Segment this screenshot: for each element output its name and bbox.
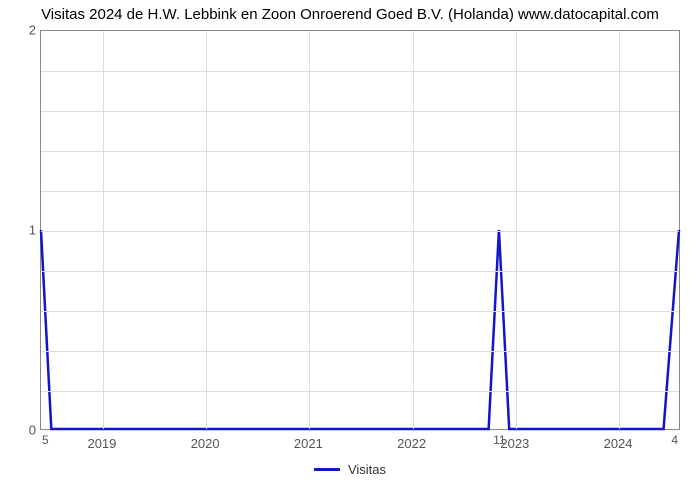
grid-line-v [309, 31, 310, 429]
grid-line-h-minor [41, 271, 679, 272]
grid-line-h-minor [41, 111, 679, 112]
chart-container: Visitas 2024 de H.W. Lebbink en Zoon Onr… [0, 0, 700, 500]
grid-line-v [206, 31, 207, 429]
grid-line-h-minor [41, 351, 679, 352]
grid-line-h-minor [41, 151, 679, 152]
plot-area [40, 30, 680, 430]
y-tick-label: 0 [29, 423, 36, 438]
grid-line-v [516, 31, 517, 429]
grid-line-h [41, 231, 679, 232]
x-tick-label: 2022 [397, 436, 426, 451]
data-point-label: 4 [671, 433, 678, 447]
grid-line-h-minor [41, 191, 679, 192]
grid-line-v [413, 31, 414, 429]
series-line [41, 230, 679, 429]
x-tick-label: 2024 [604, 436, 633, 451]
grid-line-v [619, 31, 620, 429]
grid-line-h-minor [41, 311, 679, 312]
x-tick-label: 2019 [87, 436, 116, 451]
y-tick-label: 1 [29, 223, 36, 238]
data-point-label: 11 [493, 433, 505, 447]
chart-title: Visitas 2024 de H.W. Lebbink en Zoon Onr… [0, 0, 700, 23]
legend-swatch [314, 468, 340, 471]
line-series [41, 31, 679, 429]
x-tick-label: 2021 [294, 436, 323, 451]
y-tick-label: 2 [29, 23, 36, 38]
grid-line-h-minor [41, 391, 679, 392]
legend: Visitas [314, 462, 386, 477]
grid-line-v [103, 31, 104, 429]
x-tick-label: 2020 [191, 436, 220, 451]
legend-label: Visitas [348, 462, 386, 477]
data-point-label: 5 [42, 433, 49, 447]
grid-line-h-minor [41, 71, 679, 72]
